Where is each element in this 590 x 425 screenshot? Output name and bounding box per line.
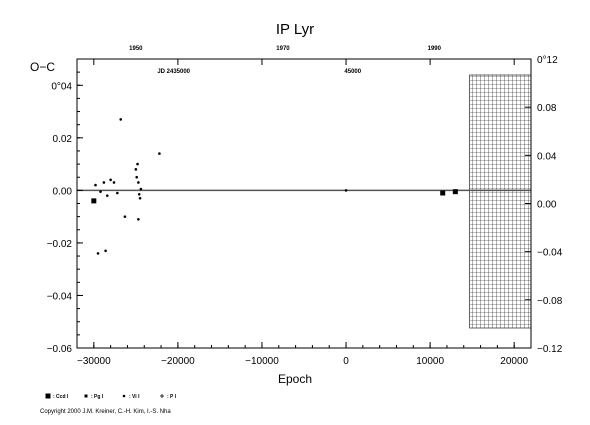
data-point (96, 252, 100, 255)
x-tick-label: 20000 (500, 356, 528, 367)
y-tick-label: 0.00 (53, 186, 73, 197)
data-point (99, 190, 102, 193)
x-tick-labels: −30000 −20000 −10000 0 10000 20000 (77, 356, 529, 367)
top-jd-label: 45000 (344, 69, 361, 75)
data-point (116, 191, 119, 195)
x-tick-label: −10000 (245, 356, 279, 367)
legend-label: : Vi I (129, 394, 140, 400)
x-axis-label: Epoch (278, 372, 312, 386)
data-point (104, 249, 107, 253)
data-point (137, 181, 140, 184)
data-point (344, 189, 348, 192)
y-tick-label: −0.04 (47, 291, 73, 302)
data-point (119, 118, 123, 121)
y2-tick-label: −0.08 (537, 296, 563, 307)
data-point (136, 162, 139, 166)
y2-tick-label: −0.04 (537, 248, 563, 259)
legend-marker (84, 394, 88, 398)
tick-marks (76, 58, 532, 349)
hatched-region (469, 74, 532, 329)
data-point (123, 215, 127, 218)
top-year-label: 1950 (129, 46, 143, 52)
legend-marker (122, 394, 126, 398)
y-tick-label: 0.02 (53, 134, 73, 145)
y2-tick-label: 0.08 (537, 103, 557, 114)
data-point (137, 193, 141, 196)
x-tick-label: −20000 (161, 356, 195, 367)
legend: : Ccd I : Pg I : Vi I : P I (45, 393, 177, 400)
plot-frame (76, 58, 532, 349)
data-point (91, 198, 97, 204)
y-axis-label: O−C (30, 60, 55, 74)
data-points (91, 118, 458, 255)
data-point (135, 175, 138, 179)
data-point (138, 196, 142, 200)
top-jd-label: JD 2435000 (157, 69, 190, 75)
data-point (137, 217, 140, 221)
y2-tick-labels: −0.12 −0.08 −0.04 0.00 0.04 0.08 0°12 (537, 55, 563, 355)
data-point (105, 194, 109, 197)
legend-label: : Pg I (91, 394, 104, 400)
top-year-label: 1990 (428, 46, 442, 52)
y2-tick-label: 0.00 (537, 200, 557, 211)
data-point (134, 168, 138, 171)
data-point (139, 187, 143, 191)
top-axis-labels: 1950 1970 1990 JD 2435000 45000 (129, 46, 441, 75)
y-tick-label: −0.02 (47, 239, 73, 250)
hatched-area (469, 74, 532, 329)
data-point (112, 181, 116, 184)
legend-marker (160, 394, 164, 398)
y2-tick-label: −0.12 (537, 344, 563, 355)
data-point (102, 181, 106, 184)
y-tick-label: −0.06 (47, 344, 73, 355)
y-tick-labels: −0.06 −0.04 −0.02 0.00 0.02 0°04 (47, 81, 73, 355)
y2-tick-label: 0.04 (537, 151, 557, 162)
chart-title: IP Lyr (276, 21, 314, 38)
y-tick-label: 0°04 (51, 81, 72, 92)
x-tick-label: 0 (343, 356, 349, 367)
data-point (109, 178, 112, 182)
legend-marker (45, 393, 51, 399)
y2-tick-label: 0°12 (537, 55, 558, 66)
x-tick-label: 10000 (416, 356, 444, 367)
x-tick-label: −30000 (77, 356, 111, 367)
data-point (440, 190, 446, 196)
copyright-text: Copyright 2000 J.M. Kreiner, C.-H. Kim, … (40, 409, 171, 415)
data-point (158, 152, 161, 155)
data-point (452, 189, 458, 195)
legend-label: : Ccd I (53, 394, 69, 400)
top-year-label: 1970 (276, 46, 290, 52)
data-point (94, 183, 97, 187)
legend-label: : P I (167, 394, 177, 400)
